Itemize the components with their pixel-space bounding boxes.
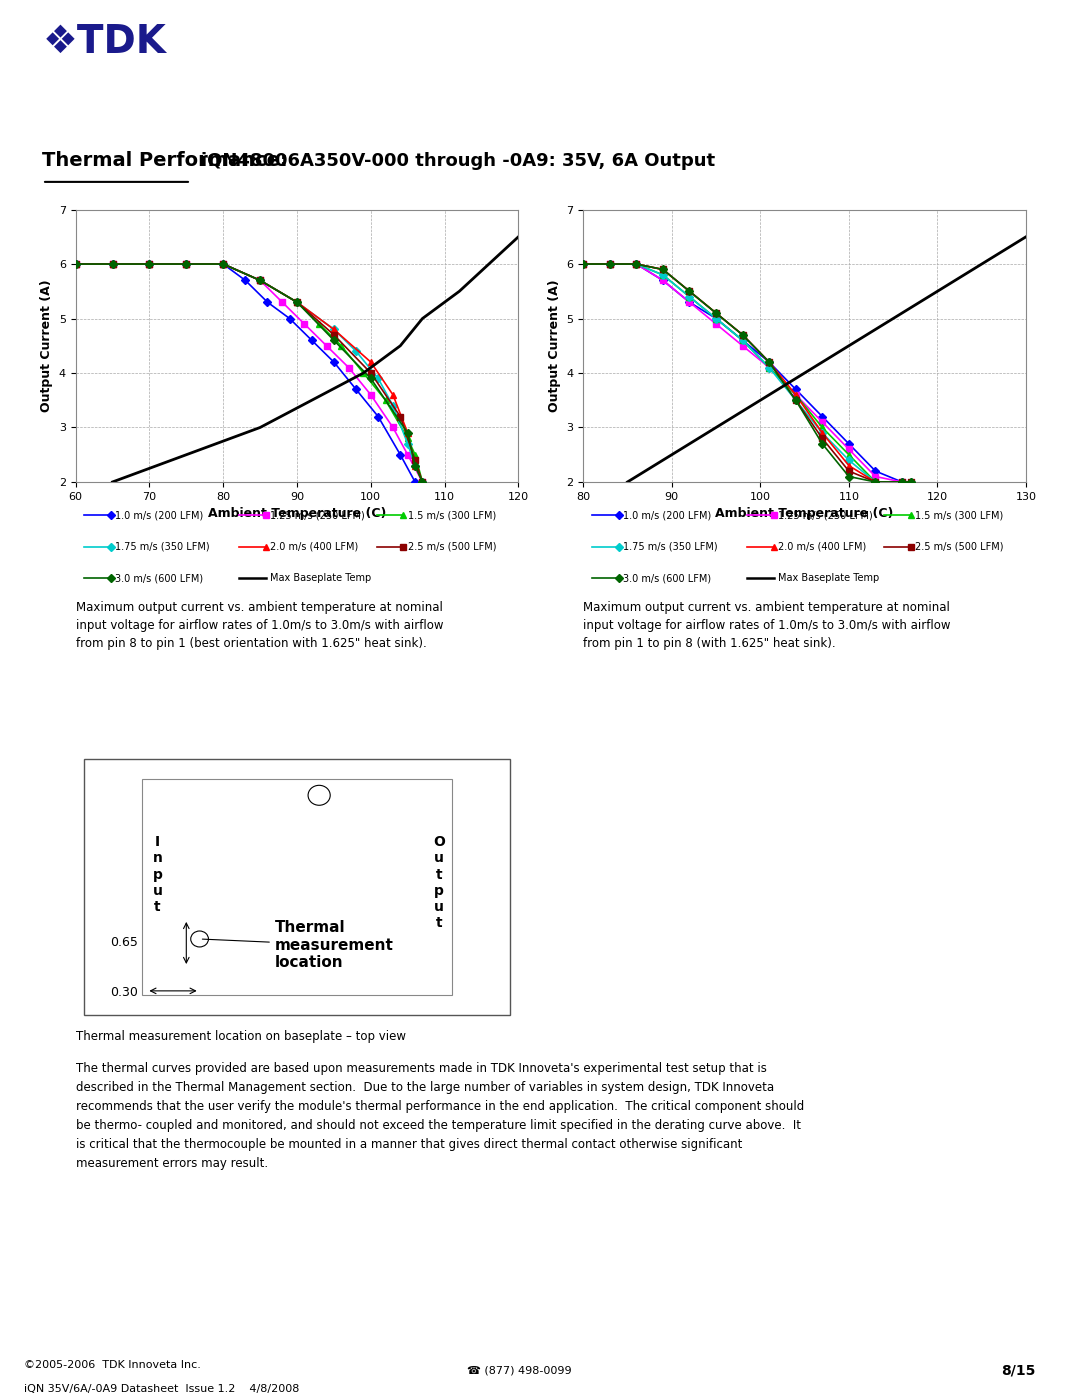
Text: 0.65: 0.65 <box>110 936 138 950</box>
Bar <box>143 780 453 995</box>
Text: iQN 35V/6A/-0A9 Datasheet  Issue 1.2    4/8/2008: iQN 35V/6A/-0A9 Datasheet Issue 1.2 4/8/… <box>24 1384 299 1394</box>
Text: 1.25 m/s (250 LFM): 1.25 m/s (250 LFM) <box>270 510 365 520</box>
Text: 3.0 m/s (600 LFM): 3.0 m/s (600 LFM) <box>116 573 203 583</box>
Text: I
n
p
u
t: I n p u t <box>152 835 162 914</box>
Text: 1.5 m/s (300 LFM): 1.5 m/s (300 LFM) <box>916 510 1003 520</box>
Circle shape <box>308 785 330 805</box>
Circle shape <box>191 930 208 947</box>
X-axis label: Ambient Temperature (C): Ambient Temperature (C) <box>207 507 387 520</box>
Text: Maximum output current vs. ambient temperature at nominal
input voltage for airf: Maximum output current vs. ambient tempe… <box>583 601 950 650</box>
Text: 2.0 m/s (400 LFM): 2.0 m/s (400 LFM) <box>778 542 866 552</box>
Text: ©2005-2006  TDK Innoveta Inc.: ©2005-2006 TDK Innoveta Inc. <box>24 1361 201 1370</box>
Text: Thermal measurement location on baseplate – top view: Thermal measurement location on baseplat… <box>76 1030 406 1044</box>
Text: Max Baseplate Temp: Max Baseplate Temp <box>270 573 372 583</box>
Text: iQN48006A350V-000 through -0A9: 35V, 6A Output: iQN48006A350V-000 through -0A9: 35V, 6A … <box>201 152 715 169</box>
Text: ❖TDK: ❖TDK <box>43 22 167 61</box>
Text: 1.0 m/s (200 LFM): 1.0 m/s (200 LFM) <box>116 510 204 520</box>
Text: 2.0 m/s (400 LFM): 2.0 m/s (400 LFM) <box>270 542 359 552</box>
Text: ☎ (877) 498-0099: ☎ (877) 498-0099 <box>467 1365 571 1376</box>
Text: Data Sheet: Supereta™ iQN Series –Single Output Quarter Brick: Data Sheet: Supereta™ iQN Series –Single… <box>22 91 669 108</box>
Text: 0.30: 0.30 <box>110 986 138 999</box>
Y-axis label: Output Current (A): Output Current (A) <box>548 279 561 412</box>
Text: 8/15: 8/15 <box>1001 1363 1036 1377</box>
Text: Max Baseplate Temp: Max Baseplate Temp <box>778 573 879 583</box>
X-axis label: Ambient Temperature (C): Ambient Temperature (C) <box>715 507 894 520</box>
Text: 3.0 m/s (600 LFM): 3.0 m/s (600 LFM) <box>623 573 711 583</box>
Text: 1.0 m/s (200 LFM): 1.0 m/s (200 LFM) <box>623 510 712 520</box>
Text: 1.25 m/s (250 LFM): 1.25 m/s (250 LFM) <box>778 510 873 520</box>
Text: The thermal curves provided are based upon measurements made in TDK Innoveta's e: The thermal curves provided are based up… <box>76 1062 804 1169</box>
Text: 1.75 m/s (350 LFM): 1.75 m/s (350 LFM) <box>116 542 211 552</box>
Text: 2.5 m/s (500 LFM): 2.5 m/s (500 LFM) <box>408 542 496 552</box>
Text: Thermal
measurement
location: Thermal measurement location <box>202 921 394 970</box>
Text: 1.5 m/s (300 LFM): 1.5 m/s (300 LFM) <box>408 510 496 520</box>
Text: 2.5 m/s (500 LFM): 2.5 m/s (500 LFM) <box>916 542 1003 552</box>
Text: O
u
t
p
u
t: O u t p u t <box>433 835 445 930</box>
Y-axis label: Output Current (A): Output Current (A) <box>40 279 53 412</box>
Text: Thermal Performance:: Thermal Performance: <box>42 151 288 170</box>
Text: Maximum output current vs. ambient temperature at nominal
input voltage for airf: Maximum output current vs. ambient tempe… <box>76 601 443 650</box>
Text: 1.75 m/s (350 LFM): 1.75 m/s (350 LFM) <box>623 542 718 552</box>
